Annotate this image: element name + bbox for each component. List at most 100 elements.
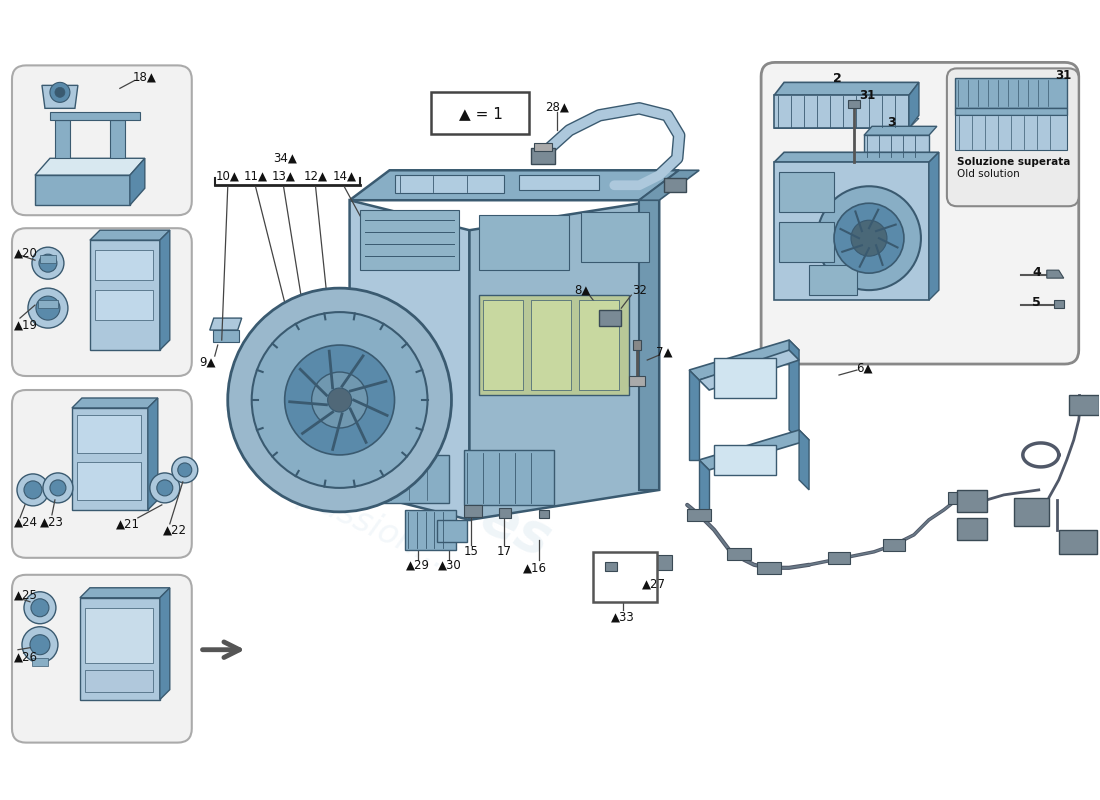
Bar xyxy=(714,358,777,398)
FancyBboxPatch shape xyxy=(761,62,1079,364)
Polygon shape xyxy=(700,350,799,390)
Polygon shape xyxy=(690,340,799,380)
Circle shape xyxy=(32,247,64,279)
Polygon shape xyxy=(379,258,419,278)
Circle shape xyxy=(150,473,179,503)
Polygon shape xyxy=(1047,270,1064,278)
Bar xyxy=(948,492,970,504)
Polygon shape xyxy=(35,175,130,206)
Text: 13▲: 13▲ xyxy=(272,170,296,182)
Bar xyxy=(531,300,571,390)
Polygon shape xyxy=(72,408,147,510)
Bar xyxy=(40,255,56,263)
Polygon shape xyxy=(272,312,316,320)
Circle shape xyxy=(228,288,451,512)
Text: ▲33: ▲33 xyxy=(612,610,635,623)
Text: ▲21: ▲21 xyxy=(116,518,140,530)
Polygon shape xyxy=(35,158,145,175)
Polygon shape xyxy=(909,82,918,128)
Polygon shape xyxy=(160,230,169,350)
Circle shape xyxy=(252,312,428,488)
Bar xyxy=(480,295,629,395)
Circle shape xyxy=(55,87,65,98)
Circle shape xyxy=(817,186,921,290)
Bar xyxy=(539,510,549,518)
Bar xyxy=(600,310,621,326)
Polygon shape xyxy=(147,398,157,510)
Circle shape xyxy=(16,474,48,506)
Circle shape xyxy=(308,370,328,390)
Polygon shape xyxy=(700,430,810,470)
Bar xyxy=(883,539,905,551)
Bar xyxy=(757,562,781,574)
Text: 4: 4 xyxy=(1033,266,1042,278)
Circle shape xyxy=(30,634,50,654)
Bar xyxy=(77,415,141,453)
Text: 7▲: 7▲ xyxy=(656,346,672,358)
Text: 31: 31 xyxy=(859,89,876,102)
Text: ▲25: ▲25 xyxy=(14,588,37,602)
Bar xyxy=(828,552,850,564)
Polygon shape xyxy=(955,108,1067,115)
Text: ▲19: ▲19 xyxy=(14,318,39,331)
Text: 31: 31 xyxy=(1056,69,1071,82)
Text: 5: 5 xyxy=(1033,296,1042,309)
FancyBboxPatch shape xyxy=(431,92,529,134)
Polygon shape xyxy=(72,398,157,408)
Bar xyxy=(645,555,672,570)
Bar xyxy=(535,143,552,151)
Bar xyxy=(1054,300,1064,308)
Bar xyxy=(605,562,617,571)
Circle shape xyxy=(31,598,48,617)
Circle shape xyxy=(319,384,331,396)
Text: Eurospares: Eurospares xyxy=(219,371,560,569)
Bar xyxy=(664,178,686,192)
Bar xyxy=(32,658,48,666)
Text: ▲22: ▲22 xyxy=(163,523,187,536)
Polygon shape xyxy=(324,380,360,400)
Text: Old solution: Old solution xyxy=(957,170,1020,179)
Polygon shape xyxy=(864,126,937,135)
Circle shape xyxy=(39,254,57,272)
Text: 14▲: 14▲ xyxy=(332,170,356,182)
Text: 15: 15 xyxy=(464,546,478,558)
Polygon shape xyxy=(110,120,125,158)
Polygon shape xyxy=(379,250,425,258)
Bar xyxy=(95,290,153,320)
Circle shape xyxy=(24,592,56,624)
Polygon shape xyxy=(50,112,140,120)
Text: 3: 3 xyxy=(888,116,896,129)
Bar xyxy=(727,548,751,560)
Polygon shape xyxy=(80,588,169,598)
Polygon shape xyxy=(160,588,169,700)
Polygon shape xyxy=(799,430,810,490)
Text: 8▲: 8▲ xyxy=(574,284,591,297)
Polygon shape xyxy=(350,170,679,200)
Circle shape xyxy=(290,323,309,341)
Polygon shape xyxy=(130,158,145,206)
Text: a passion...: a passion... xyxy=(266,465,453,575)
Circle shape xyxy=(24,481,42,499)
Polygon shape xyxy=(774,95,909,128)
Polygon shape xyxy=(774,82,918,95)
Polygon shape xyxy=(774,162,928,300)
Bar xyxy=(360,210,460,270)
Circle shape xyxy=(851,220,887,256)
Bar xyxy=(438,520,468,542)
FancyBboxPatch shape xyxy=(593,552,657,602)
Bar xyxy=(519,175,600,190)
Bar xyxy=(95,250,153,280)
Circle shape xyxy=(22,626,58,662)
Polygon shape xyxy=(80,598,160,700)
Bar xyxy=(464,450,554,505)
Bar xyxy=(810,265,857,295)
Polygon shape xyxy=(55,120,70,158)
Polygon shape xyxy=(774,118,918,128)
Bar xyxy=(39,300,58,308)
Text: 12▲: 12▲ xyxy=(304,170,328,182)
Bar xyxy=(499,508,512,518)
FancyBboxPatch shape xyxy=(12,574,191,742)
Bar xyxy=(955,78,1067,108)
Circle shape xyxy=(328,388,352,412)
Polygon shape xyxy=(639,170,700,200)
